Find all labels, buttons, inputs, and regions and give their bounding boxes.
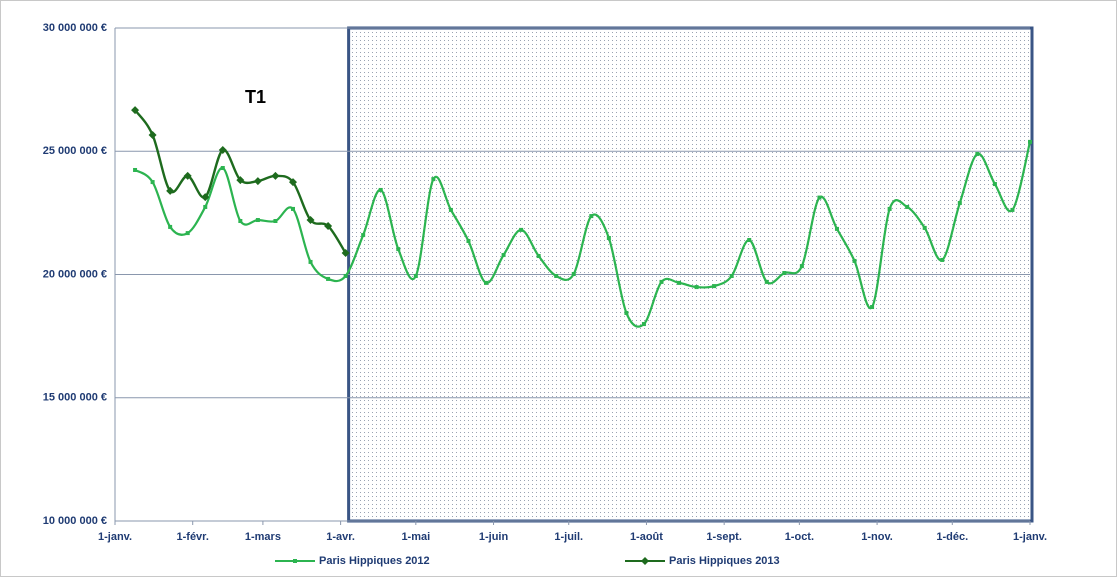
point: [536, 254, 541, 259]
point: [396, 247, 401, 252]
point: [341, 249, 350, 258]
point: [290, 206, 295, 211]
point: [571, 272, 576, 277]
point: [288, 178, 297, 187]
point: [203, 204, 208, 209]
point: [185, 231, 190, 236]
point: [255, 218, 260, 223]
point: [799, 264, 804, 269]
point: [183, 171, 192, 180]
x-tick-label: 1-nov.: [861, 531, 893, 543]
x-tick-label: 1-mars: [245, 531, 281, 543]
point: [659, 279, 664, 284]
point: [501, 253, 506, 258]
y-tick-label: 30 000 000 €: [43, 22, 107, 34]
y-tick-label: 15 000 000 €: [43, 392, 107, 404]
point: [905, 204, 910, 209]
point: [413, 273, 418, 278]
point: [589, 214, 594, 219]
point: [201, 193, 210, 202]
y-tick-label: 25 000 000 €: [43, 145, 107, 157]
point: [448, 207, 453, 212]
point: [484, 280, 489, 285]
point: [764, 279, 769, 284]
point: [271, 171, 280, 180]
x-tick-label: 1-juil.: [554, 531, 583, 543]
point: [150, 180, 155, 185]
point: [519, 227, 524, 232]
point: [253, 177, 262, 186]
point: [306, 216, 315, 225]
point: [957, 201, 962, 206]
point: [166, 186, 175, 195]
point: [729, 273, 734, 278]
legend-marker: [293, 559, 297, 563]
point: [308, 259, 313, 264]
point: [148, 130, 157, 139]
point: [431, 177, 436, 182]
x-tick-label: 1-sept.: [706, 531, 741, 543]
x-tick-label: 1-mai: [401, 531, 430, 543]
legend-marker: [641, 557, 649, 565]
point: [554, 273, 559, 278]
point: [236, 176, 245, 185]
point: [975, 151, 980, 156]
point: [238, 219, 243, 224]
x-tick-label: 1-oct.: [785, 531, 814, 543]
point: [922, 225, 927, 230]
point: [641, 322, 646, 327]
point: [782, 271, 787, 276]
point: [852, 258, 857, 263]
point: [887, 206, 892, 211]
legend-label: Paris Hippiques 2012: [319, 555, 430, 567]
y-tick-label: 20 000 000 €: [43, 268, 107, 280]
point: [992, 182, 997, 187]
point: [1028, 139, 1032, 144]
x-tick-label: 1-janv.: [1013, 531, 1047, 543]
annotation: T1: [245, 87, 266, 107]
point: [677, 280, 682, 285]
point: [747, 237, 752, 242]
point: [220, 166, 225, 171]
point: [606, 236, 611, 241]
x-tick-label: 1-juin: [479, 531, 509, 543]
point: [1010, 207, 1015, 212]
point: [133, 167, 138, 172]
x-tick-label: 1-avr.: [326, 531, 355, 543]
series-line: [134, 141, 1032, 328]
point: [361, 233, 366, 238]
point: [343, 273, 348, 278]
point: [378, 187, 383, 192]
point: [218, 146, 227, 155]
point: [326, 276, 331, 281]
point: [324, 221, 333, 230]
y-tick-label: 10 000 000 €: [43, 515, 107, 527]
point: [834, 226, 839, 231]
point: [131, 106, 140, 115]
point: [273, 219, 278, 224]
x-tick-label: 1-août: [630, 531, 663, 543]
point: [694, 285, 699, 290]
point: [466, 238, 471, 243]
point: [168, 224, 173, 229]
point: [817, 195, 822, 200]
point: [870, 305, 875, 310]
x-tick-label: 1-févr.: [177, 531, 209, 543]
x-tick-label: 1-déc.: [936, 531, 968, 543]
legend-label: Paris Hippiques 2013: [669, 555, 780, 567]
point: [940, 257, 945, 262]
x-tick-label: 1-janv.: [98, 531, 132, 543]
point: [712, 284, 717, 289]
point: [624, 310, 629, 315]
